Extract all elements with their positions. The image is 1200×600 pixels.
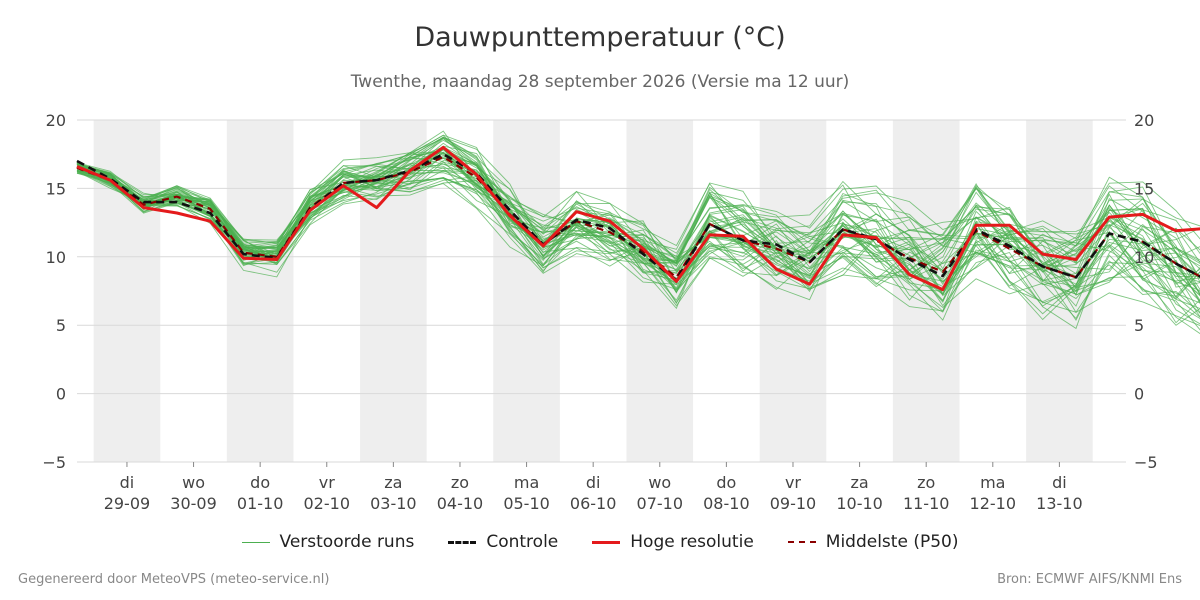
x-tick-day: di — [586, 473, 601, 492]
ensemble-run-line — [76, 163, 1200, 301]
weekend-bands — [93, 120, 1093, 462]
main-series — [76, 145, 1200, 292]
legend-item-runs: Verstoorde runs — [241, 532, 415, 552]
x-tick-date: 12-10 — [970, 494, 1017, 513]
x-tick-day: wo — [182, 473, 205, 492]
y-tick-label-left: 5 — [56, 316, 66, 335]
x-tick-day: di — [1052, 473, 1067, 492]
ensemble-run-line — [76, 154, 1200, 287]
x-axis: di 29-09 wo 30-09 do 01-10 vr 02-10 za 03-10 zo 04-… — [104, 462, 1083, 513]
footer-generated-by: Gegenereerd door MeteoVPS (meteo-service… — [18, 572, 330, 587]
ensemble-run-line — [76, 139, 1200, 313]
x-tick-day: zo — [917, 473, 935, 492]
y-tick-label-left: 15 — [46, 179, 66, 198]
x-tick-date: 08-10 — [703, 494, 750, 513]
x-tick-date: 05-10 — [503, 494, 550, 513]
x-tick-date: 06-10 — [570, 494, 617, 513]
shaded-day-band — [1026, 120, 1093, 462]
ensemble-run-line — [76, 170, 1200, 282]
chart-subtitle: Twenthe, maandag 28 september 2026 (Vers… — [350, 72, 850, 92]
y-tick-label-right: 10 — [1134, 248, 1154, 267]
y-tick-label-left: 10 — [46, 248, 66, 267]
x-tick-date: 11-10 — [903, 494, 950, 513]
legend-label-runs: Verstoorde runs — [279, 532, 415, 552]
x-tick-date: 04-10 — [437, 494, 484, 513]
ensemble-run-line — [76, 149, 1200, 314]
ensemble-run-line — [76, 170, 1200, 301]
y-tick-label-left: 20 — [46, 111, 66, 130]
legend-swatch-runs — [241, 541, 270, 543]
x-tick-date: 10-10 — [836, 494, 883, 513]
gridlines — [77, 119, 1126, 463]
x-tick-day: vr — [785, 473, 801, 492]
ensemble-run-line — [76, 157, 1200, 296]
ensemble-run-line — [76, 138, 1200, 326]
y-axis-right: −5 0 5 10 15 20 — [1134, 111, 1158, 472]
x-tick-day: di — [120, 473, 135, 492]
shaded-day-band — [759, 120, 827, 462]
ensemble-run-line — [76, 136, 1200, 297]
legend-swatch-p50 — [787, 541, 816, 543]
shaded-day-band — [226, 120, 294, 462]
x-tick-date: 09-10 — [770, 494, 817, 513]
y-axis-left: −5 0 5 10 15 20 — [42, 111, 66, 472]
legend: Verstoorde runs Controle Hoge resolutie … — [0, 530, 1200, 554]
y-tick-label-right: 20 — [1134, 111, 1154, 130]
x-tick-day: vr — [319, 473, 335, 492]
footer-source: Bron: ECMWF AIFS/KNMI Ens — [997, 572, 1182, 587]
y-tick-label-right: 15 — [1134, 179, 1154, 198]
y-tick-label-left: 0 — [56, 385, 66, 404]
ensemble-run-line — [76, 164, 1200, 321]
shaded-day-band — [493, 120, 560, 462]
ensemble-run-line — [76, 161, 1200, 320]
ensemble-run-line — [76, 153, 1200, 281]
legend-item-hres: Hoge resolutie — [592, 532, 754, 552]
x-tick-day: ma — [514, 473, 539, 492]
x-tick-date: 02-10 — [304, 494, 351, 513]
legend-swatch-hres — [592, 540, 621, 544]
legend-item-p50: Middelste (P50) — [787, 532, 959, 552]
ensemble-run-line — [76, 162, 1200, 288]
ensemble-run-line — [76, 162, 1200, 326]
x-tick-date: 03-10 — [370, 494, 417, 513]
ensemble-run-line — [76, 163, 1200, 305]
x-tick-day: ma — [980, 473, 1005, 492]
x-tick-day: zo — [451, 473, 469, 492]
legend-item-controle: Controle — [448, 532, 558, 552]
x-tick-date: 29-09 — [104, 494, 151, 513]
x-tick-day: za — [850, 473, 868, 492]
legend-label-controle: Controle — [486, 532, 559, 552]
legend-label-hres: Hoge resolutie — [630, 532, 754, 552]
y-tick-label-right: −5 — [1134, 453, 1158, 472]
x-tick-date: 30-09 — [170, 494, 217, 513]
y-tick-label-left: −5 — [42, 453, 66, 472]
y-tick-label-right: 0 — [1134, 385, 1144, 404]
ensemble-run-line — [76, 148, 1200, 303]
x-tick-date: 01-10 — [237, 494, 284, 513]
legend-swatch-controle — [448, 540, 477, 544]
ensemble-run-line — [76, 130, 1200, 285]
x-tick-day: do — [716, 473, 736, 492]
series-line-hoge-resolutie — [76, 145, 1200, 292]
x-tick-date: 13-10 — [1036, 494, 1083, 513]
ensemble-run-line — [76, 134, 1200, 286]
chart-title: Dauwpunttemperatuur (°C) — [414, 22, 786, 53]
x-tick-day: do — [250, 473, 270, 492]
x-tick-day: wo — [648, 473, 671, 492]
x-tick-date: 07-10 — [637, 494, 684, 513]
ensemble-run-line — [76, 149, 1200, 284]
legend-label-p50: Middelste (P50) — [825, 532, 959, 552]
x-tick-day: za — [384, 473, 402, 492]
y-tick-label-right: 5 — [1134, 316, 1144, 335]
series-line-controle — [76, 152, 1200, 282]
